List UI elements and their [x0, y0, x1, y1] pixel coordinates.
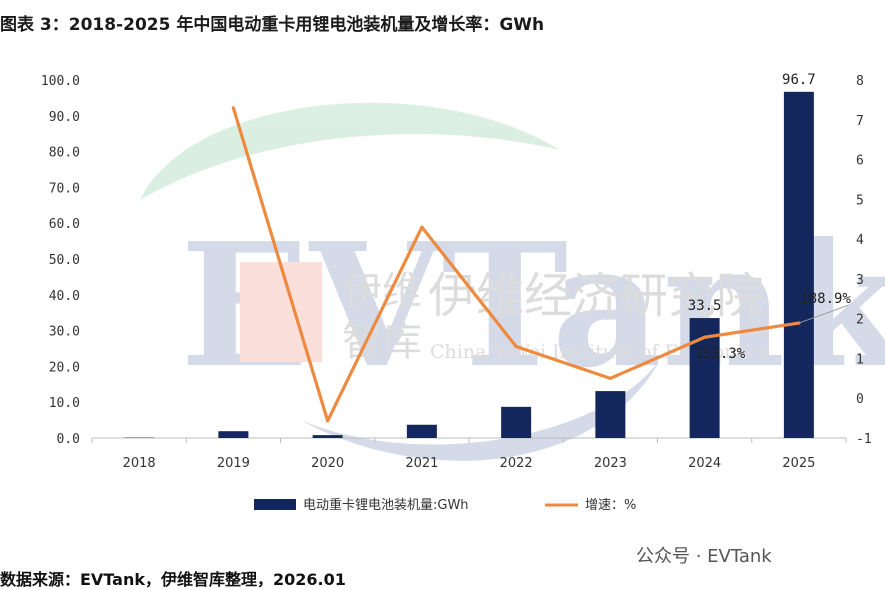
bar: [313, 435, 343, 438]
legend-bar-swatch: [254, 499, 296, 510]
y-left-tick-label: 80.0: [49, 146, 80, 161]
y-right-tick-label: 8: [856, 74, 864, 89]
x-tick-label: 2022: [500, 456, 533, 471]
line-point: [326, 419, 329, 422]
legend-bar-label: 电动重卡锂电池装机量:GWh: [303, 497, 469, 513]
y-right-tick-label: -1: [856, 432, 872, 447]
line-point: [515, 345, 518, 348]
y-right-tick-label: 0: [856, 392, 864, 407]
watermark-swoosh-green: [140, 103, 560, 200]
y-left-tick-label: 60.0: [49, 217, 80, 232]
y-left-tick-label: 90.0: [49, 110, 80, 125]
y-left-tick-label: 0.0: [57, 432, 80, 447]
bar: [218, 431, 248, 438]
line-data-label: 188.9%: [800, 291, 851, 307]
y-left-tick-label: 30.0: [49, 325, 80, 340]
x-tick-marks: [92, 438, 846, 443]
bar: [407, 425, 437, 438]
bar: [501, 407, 531, 438]
y-right-tick-label: 2: [856, 313, 864, 328]
x-tick-label: 2024: [688, 456, 721, 471]
x-tick-label: 2020: [311, 456, 344, 471]
watermark-logo-box: [240, 262, 322, 362]
bar-data-label: 33.5: [688, 298, 722, 314]
watermark-cn-short-2: 智库: [342, 319, 422, 365]
bar: [595, 391, 625, 438]
y-right-tick-label: 5: [856, 193, 864, 208]
x-tick-label: 2023: [594, 456, 627, 471]
wechat-account-watermark: 公众号 · EVTank: [636, 542, 772, 568]
bar: [784, 92, 814, 438]
y-right-tick-label: 3: [856, 273, 864, 288]
y-left-tick-label: 10.0: [49, 396, 80, 411]
legend-line-label: 增速：%: [585, 498, 636, 513]
x-tick-label: 2018: [123, 456, 156, 471]
x-tick-label: 2021: [405, 456, 438, 471]
line-point: [609, 377, 612, 380]
y-right-tick-label: 7: [856, 114, 864, 129]
x-tick-label: 2019: [217, 456, 250, 471]
watermark-cn-full: 伊维经济研究院: [428, 268, 764, 324]
line-point: [420, 226, 423, 229]
y-right-tick-label: 4: [856, 233, 864, 248]
y-right-tick-label: 1: [856, 352, 864, 367]
y-left-tick-label: 70.0: [49, 181, 80, 196]
y-left-tick-labels: 0.0 10.0 20.0 30.0 40.0 50.0 60.0 70.0 80.0 90.0 1…: [41, 74, 80, 447]
y-left-tick-label: 50.0: [49, 253, 80, 268]
legend: 电动重卡锂电池装机量:GWh 增速：%: [254, 497, 636, 513]
bar-data-label: 96.7: [782, 72, 816, 88]
y-left-tick-label: 100.0: [41, 74, 80, 89]
data-source: 数据来源：EVTank，伊维智库整理，2026.01: [0, 566, 346, 590]
line-data-label: 153.3%: [695, 346, 746, 362]
line-point: [232, 106, 235, 109]
line-point: [703, 336, 706, 339]
y-right-tick-label: 6: [856, 154, 864, 169]
y-left-tick-label: 40.0: [49, 289, 80, 304]
x-tick-label: 2025: [782, 456, 815, 471]
y-left-tick-label: 20.0: [49, 360, 80, 375]
